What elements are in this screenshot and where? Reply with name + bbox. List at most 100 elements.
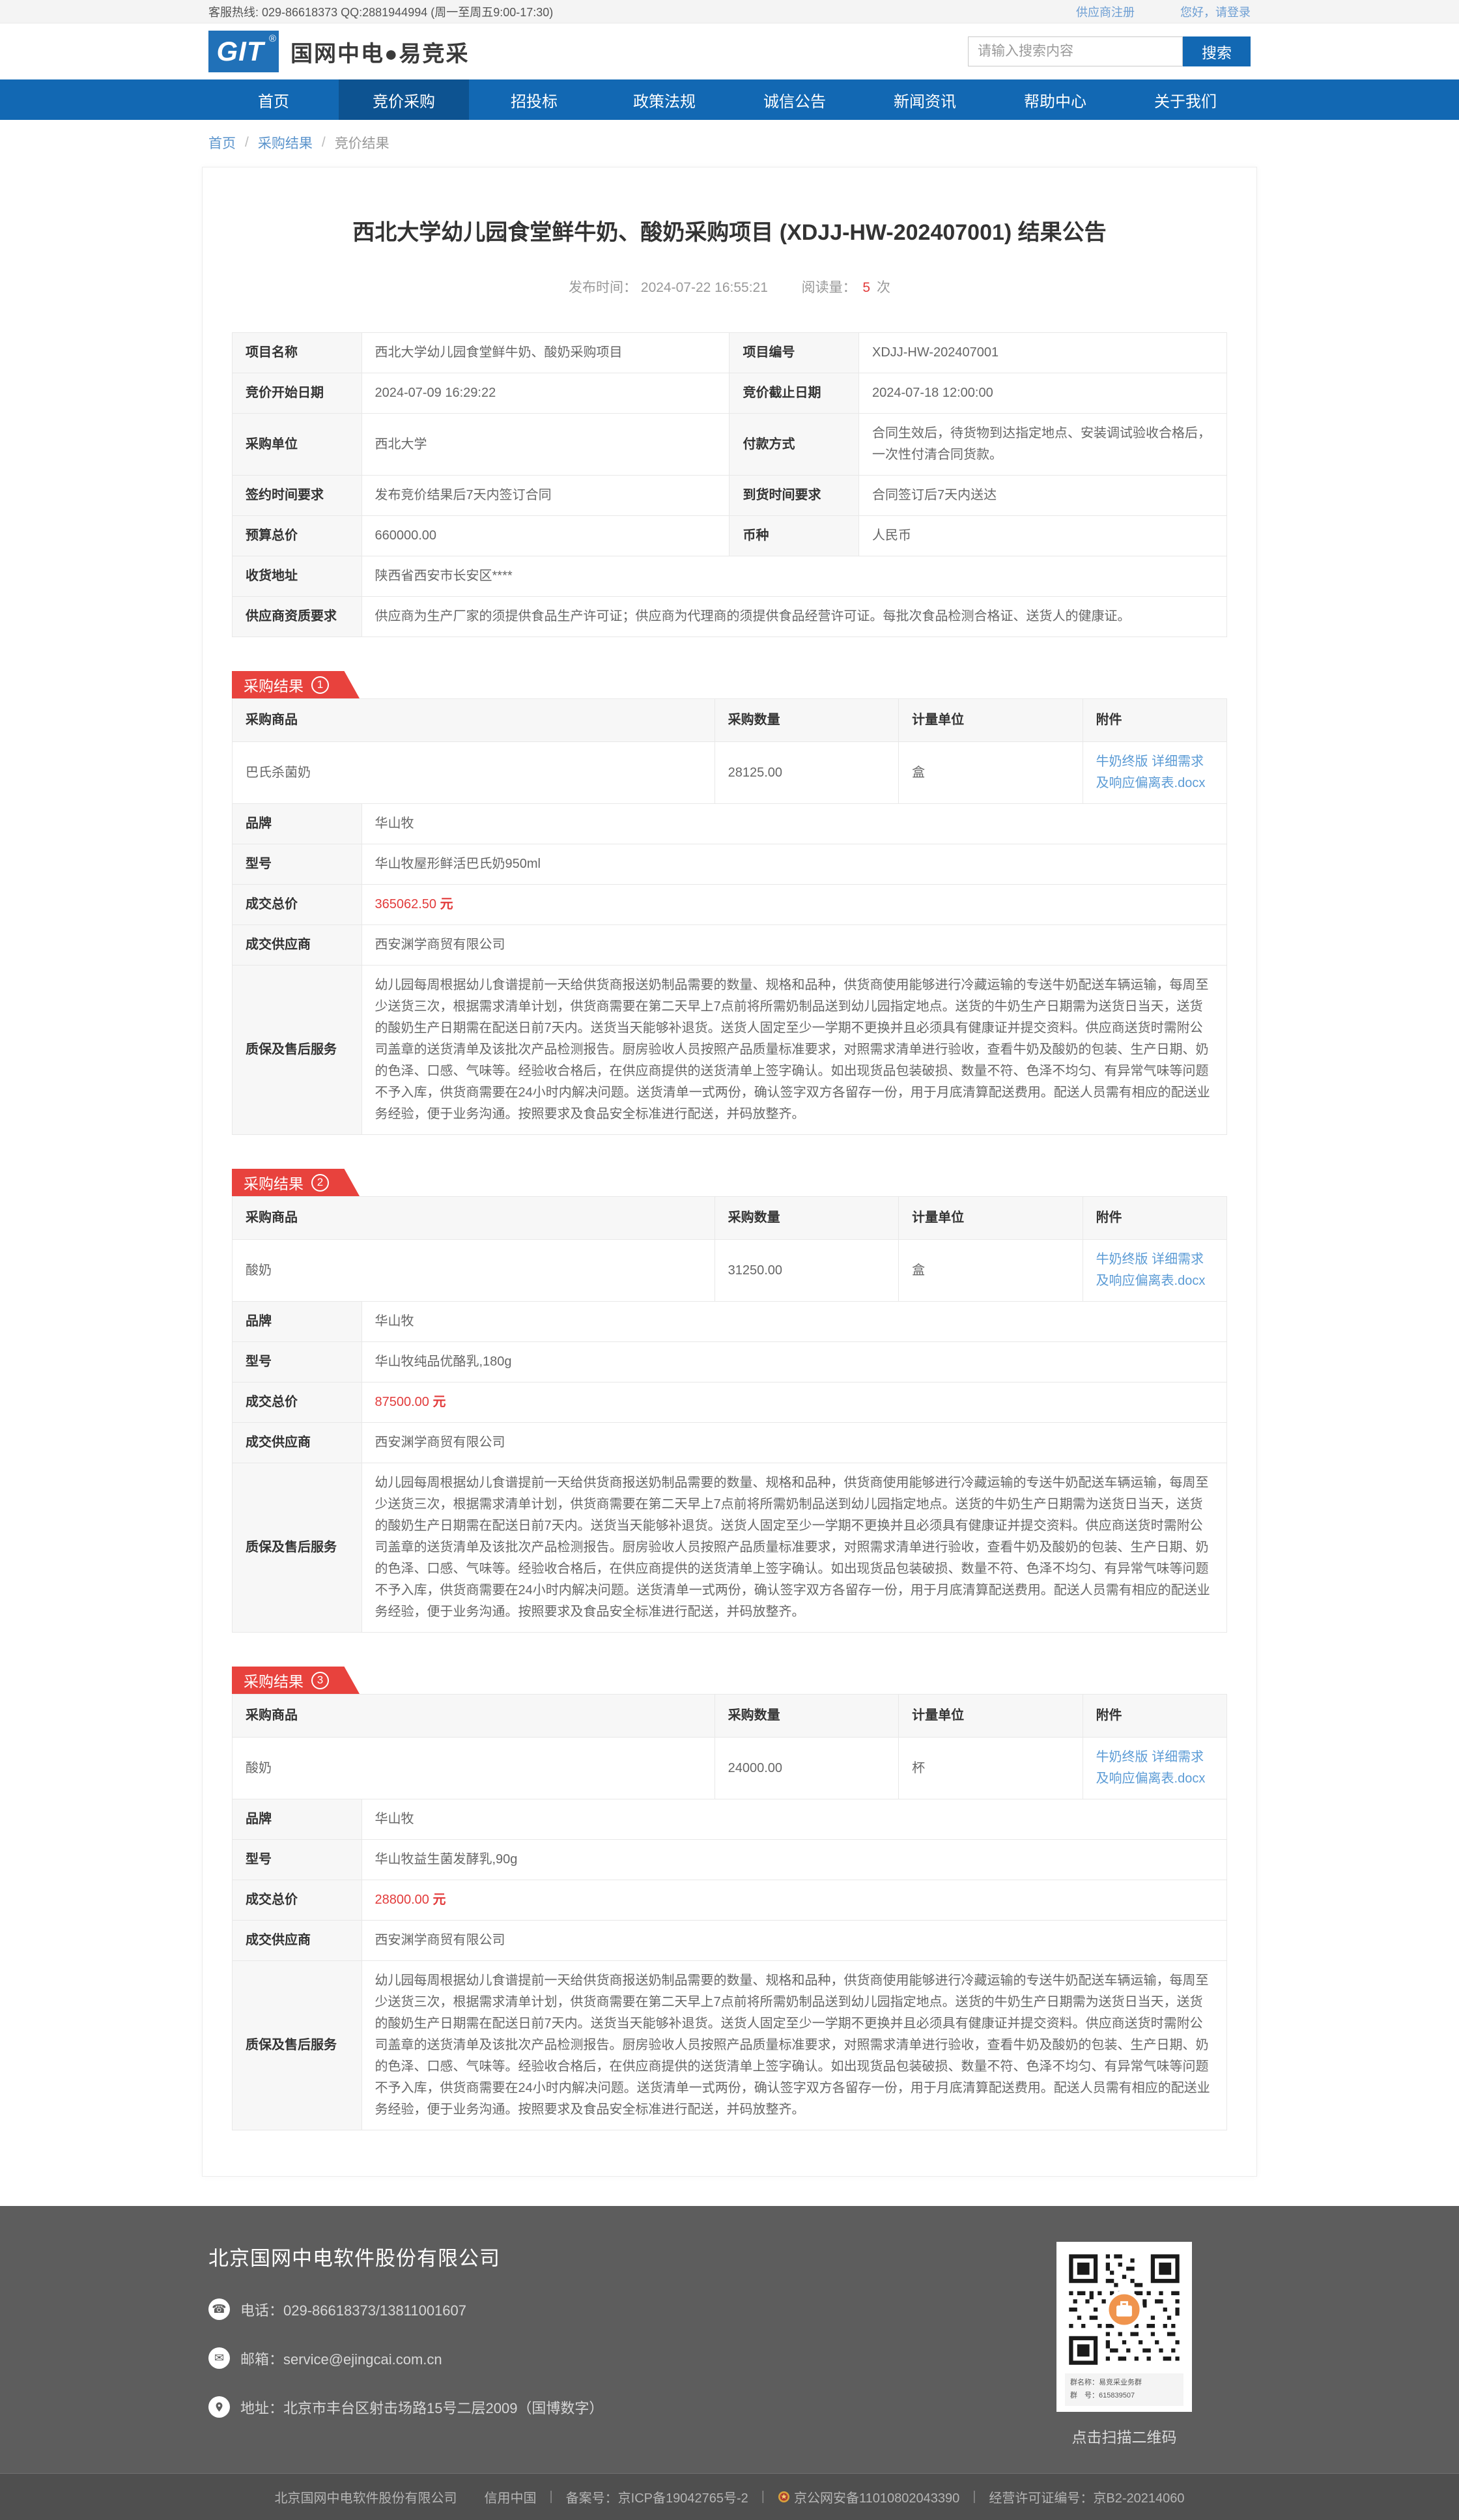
project-info-table: 项目名称 西北大学幼儿园食堂鲜牛奶、酸奶采购项目 项目编号 XDJJ-HW-20…	[232, 332, 1228, 637]
bottom-bar: 北京国网中电软件股份有限公司 信用中国 | 备案号：京ICP备19042765号…	[0, 2472, 1459, 2520]
table-row: 型号 华山牧纯品优酪乳,180g	[232, 1341, 1227, 1382]
nav-item-integrity[interactable]: 诚信公告	[763, 93, 826, 111]
ribbon-label: 采购结果	[244, 1673, 304, 1690]
info-label: 项目编号	[729, 332, 859, 373]
brand-label: 品牌	[232, 803, 362, 844]
product-quantity: 31250.00	[714, 1239, 899, 1302]
model-value: 华山牧纯品优酪乳,180g	[361, 1341, 1227, 1382]
table-row: 品牌 华山牧	[232, 1301, 1227, 1342]
bottom-separator: |	[761, 2489, 765, 2504]
search-input[interactable]	[968, 36, 1183, 66]
table-row: 型号 华山牧屋形鲜活巴氏奶950ml	[232, 844, 1227, 885]
attachment-link[interactable]: 牛奶终版 详细需求及响应偏离表.docx	[1096, 1252, 1206, 1288]
table-row: 签约时间要求 发布竞价结果后7天内签订合同 到货时间要求 合同签订后7天内送达	[232, 475, 1228, 516]
col-quantity: 采购数量	[714, 1196, 899, 1240]
info-value: 合同生效后，待货物到达指定地点、安装调试验收合格后，一次性付清合同货款。	[858, 413, 1228, 476]
bottom-separator: |	[549, 2489, 553, 2504]
police-record-link[interactable]: 京公网安备11010802043390	[793, 2491, 960, 2506]
price-label: 成交总价	[232, 1382, 362, 1423]
table-row: 质保及售后服务 幼儿园每周根据幼儿食谱提前一天给供货商报送奶制品需要的数量、规格…	[232, 965, 1227, 1135]
info-value: 人民币	[858, 515, 1228, 556]
attachment-link[interactable]: 牛奶终版 详细需求及响应偏离表.docx	[1096, 754, 1206, 790]
nav-item-tenders[interactable]: 招投标	[511, 93, 558, 111]
service-value: 幼儿园每周根据幼儿食谱提前一天给供货商报送奶制品需要的数量、规格和品种，供货商使…	[361, 965, 1227, 1135]
icp-record-link[interactable]: 备案号：京ICP备19042765号-2	[565, 2491, 748, 2506]
table-row: 收货地址 陕西省西安市长安区****	[232, 556, 1227, 597]
info-label: 付款方式	[729, 413, 859, 476]
nav-item-policies[interactable]: 政策法规	[633, 93, 696, 111]
nav-item-about[interactable]: 关于我们	[1154, 93, 1217, 111]
footer-info: 北京国网中电软件股份有限公司 ☎ 电话：029-86618373/1381100…	[208, 2242, 603, 2447]
table-row: 采购单位 西北大学 付款方式 合同生效后，待货物到达指定地点、安装调试验收合格后…	[232, 413, 1228, 476]
search-button[interactable]: 搜索	[1183, 36, 1251, 66]
business-license-text: 经营许可证编号：京B2-20214060	[989, 2491, 1185, 2506]
mail-icon: ✉	[208, 2347, 230, 2369]
ribbon-number: 3	[311, 1671, 329, 1689]
info-label: 采购单位	[232, 413, 362, 476]
table-row: 成交总价 87500.00 元	[232, 1382, 1227, 1423]
ribbon-label: 采购结果	[244, 1175, 304, 1192]
supplier-value: 西安渊学商贸有限公司	[361, 1422, 1227, 1463]
table-row: 型号 华山牧益生菌发酵乳,90g	[232, 1839, 1227, 1880]
table-header-row: 采购商品 采购数量 计量单位 附件	[232, 1196, 1228, 1240]
qr-caption[interactable]: 点击扫描二维码	[1071, 2428, 1177, 2446]
model-value: 华山牧益生菌发酵乳,90g	[361, 1839, 1227, 1880]
info-label: 预算总价	[232, 515, 362, 556]
info-label: 竞价截止日期	[729, 373, 859, 414]
publish-time-label: 发布时间：	[569, 280, 638, 295]
attachment-link[interactable]: 牛奶终版 详细需求及响应偏离表.docx	[1096, 1750, 1206, 1786]
qr-code[interactable]: 群名称：易竞采业务群 群 号：615839507	[1056, 2242, 1192, 2412]
qr-code-image	[1065, 2250, 1183, 2369]
site-logo[interactable]: GIT ®	[208, 31, 279, 72]
table-row: 成交总价 28800.00 元	[232, 1880, 1227, 1921]
credit-china-link[interactable]: 信用中国	[484, 2491, 537, 2506]
result-detail-table: 品牌 华山牧 型号 华山牧益生菌发酵乳,90g 成交总价 28800.00 元 …	[232, 1799, 1227, 2130]
info-label: 项目名称	[232, 332, 362, 373]
nav-item-bidding-purchase[interactable]: 竞价采购	[339, 79, 469, 120]
info-label: 签约时间要求	[232, 475, 362, 516]
info-label: 到货时间要求	[729, 475, 859, 516]
table-row: 巴氏杀菌奶 28125.00 盒 牛奶终版 详细需求及响应偏离表.docx	[232, 741, 1228, 804]
info-value: 2024-07-09 16:29:22	[361, 373, 730, 414]
result-table: 采购商品 采购数量 计量单位 附件 酸奶 24000.00 杯 牛奶终版 详细需…	[232, 1694, 1228, 1799]
brand-value: 华山牧	[361, 803, 1227, 844]
col-product: 采购商品	[232, 698, 715, 742]
nav-item-help[interactable]: 帮助中心	[1024, 93, 1086, 111]
info-label: 竞价开始日期	[232, 373, 362, 414]
price-value: 87500.00	[375, 1395, 429, 1409]
result-ribbon: 采购结果 3	[232, 1667, 360, 1694]
breadcrumb-home[interactable]: 首页	[208, 136, 236, 151]
supplier-register-link[interactable]: 供应商注册	[1076, 5, 1135, 19]
nav-item-news[interactable]: 新闻资讯	[894, 93, 956, 111]
price-unit: 元	[432, 1395, 446, 1409]
table-row: 项目名称 西北大学幼儿园食堂鲜牛奶、酸奶采购项目 项目编号 XDJJ-HW-20…	[232, 332, 1228, 373]
model-label: 型号	[232, 844, 362, 885]
col-product: 采购商品	[232, 1694, 715, 1738]
table-row: 成交供应商 西安渊学商贸有限公司	[232, 1920, 1227, 1961]
result-detail-table: 品牌 华山牧 型号 华山牧屋形鲜活巴氏奶950ml 成交总价 365062.50…	[232, 803, 1227, 1135]
address-value: 北京市丰台区射击场路15号二层2009（国博数字）	[283, 2399, 604, 2416]
table-row: 供应商资质要求 供应商为生产厂家的须提供食品生产许可证；供应商为代理商的须提供食…	[232, 596, 1227, 637]
breadcrumb-section[interactable]: 采购结果	[257, 136, 313, 151]
supplier-label: 成交供应商	[232, 1422, 362, 1463]
product-unit: 盒	[898, 1239, 1083, 1302]
site-header: GIT ® 国网中电●易竞采 搜索	[0, 23, 1459, 79]
product-unit: 盒	[898, 741, 1083, 804]
search-bar: 搜索	[968, 36, 1251, 66]
publish-time: 2024-07-22 16:55:21	[640, 280, 768, 295]
footer-company-name: 北京国网中电软件股份有限公司	[208, 2247, 500, 2270]
col-quantity: 采购数量	[714, 1694, 899, 1738]
login-link[interactable]: 您好，请登录	[1180, 5, 1251, 19]
product-quantity: 28125.00	[714, 741, 899, 804]
supplier-value: 西安渊学商贸有限公司	[361, 924, 1227, 966]
info-value: XDJJ-HW-202407001	[858, 332, 1228, 373]
price-unit: 元	[440, 897, 453, 911]
hotline-text: 客服热线: 029-86618373 QQ:2881944994 (周一至周五9…	[208, 5, 554, 19]
info-label: 币种	[729, 515, 859, 556]
breadcrumb-separator: /	[245, 135, 249, 150]
nav-item-home[interactable]: 首页	[258, 93, 289, 111]
price-label: 成交总价	[232, 884, 362, 925]
table-row: 预算总价 660000.00 币种 人民币	[232, 515, 1228, 556]
service-label: 质保及售后服务	[232, 1463, 362, 1633]
price-label: 成交总价	[232, 1880, 362, 1921]
